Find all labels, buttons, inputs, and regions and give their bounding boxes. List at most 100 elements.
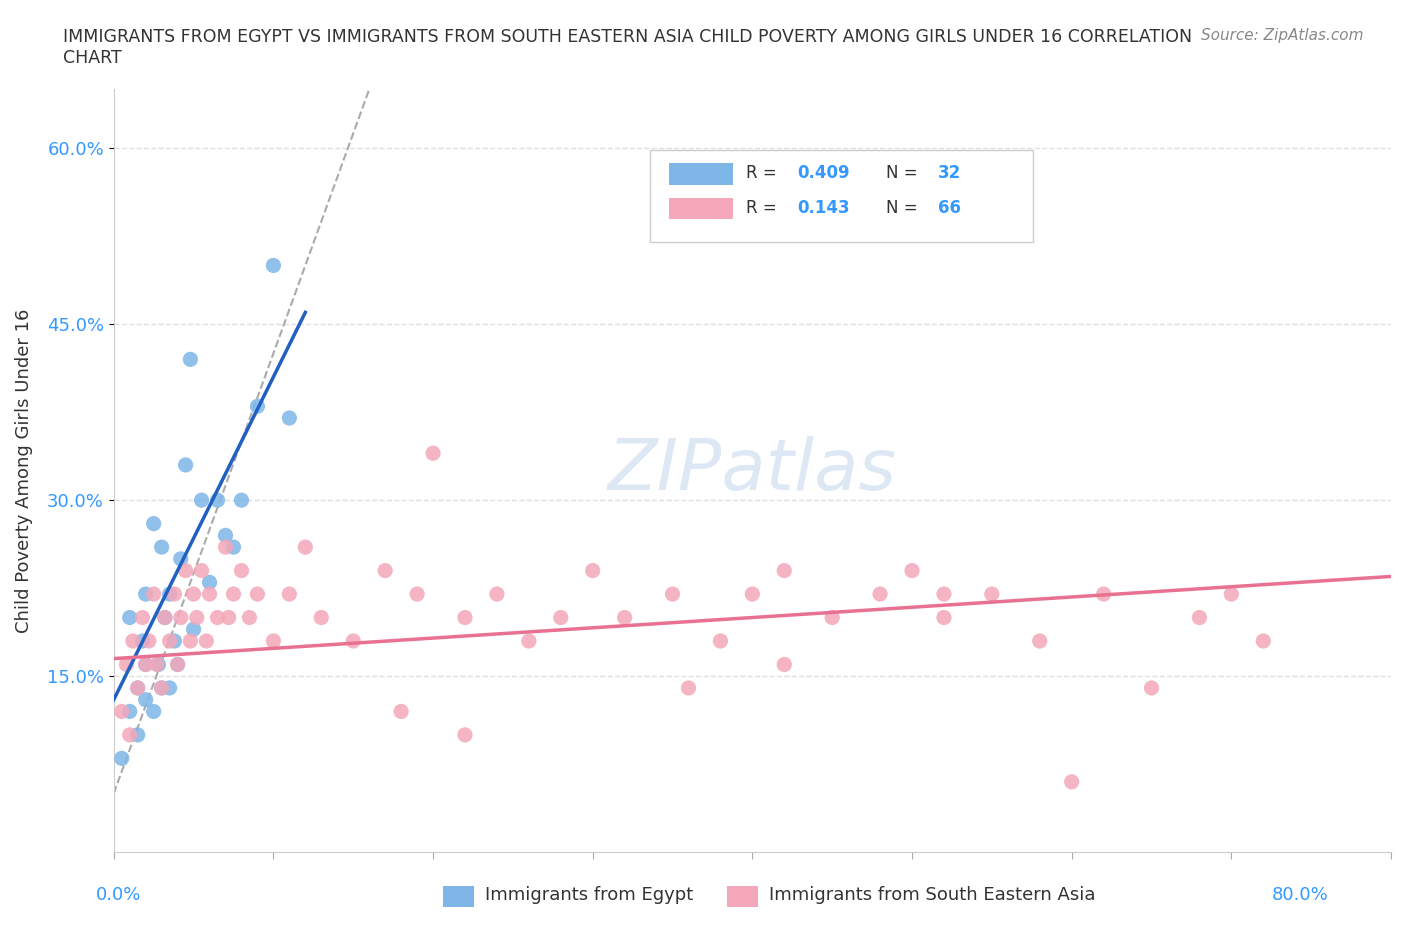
Point: [550, 610, 572, 625]
Text: 66: 66: [938, 199, 960, 218]
Point: [159, 633, 181, 648]
Point: [454, 727, 477, 742]
Bar: [669, 164, 733, 185]
Text: 0.0%: 0.0%: [96, 885, 141, 904]
Point: [238, 610, 260, 625]
Point: [214, 528, 236, 543]
Point: [122, 633, 145, 648]
Point: [1029, 633, 1052, 648]
Point: [142, 587, 165, 602]
Point: [159, 587, 181, 602]
Point: [166, 657, 188, 671]
Point: [1060, 775, 1083, 790]
Point: [186, 610, 208, 625]
Point: [773, 657, 796, 671]
Point: [406, 587, 429, 602]
Point: [118, 610, 141, 625]
Point: [127, 727, 149, 742]
Point: [1220, 587, 1243, 602]
Point: [613, 610, 636, 625]
Text: R =: R =: [747, 199, 776, 218]
Text: Source: ZipAtlas.com: Source: ZipAtlas.com: [1201, 28, 1364, 43]
Text: 80.0%: 80.0%: [1272, 885, 1329, 904]
Text: 0.143: 0.143: [797, 199, 849, 218]
Point: [183, 622, 205, 637]
Point: [111, 704, 134, 719]
Point: [131, 610, 153, 625]
Point: [246, 399, 269, 414]
Point: [170, 610, 193, 625]
Point: [278, 587, 301, 602]
Point: [709, 199, 731, 214]
Point: [190, 564, 212, 578]
Point: [135, 692, 157, 707]
Point: [127, 681, 149, 696]
Point: [517, 633, 540, 648]
Point: [262, 258, 284, 272]
Point: [1092, 587, 1115, 602]
Point: [179, 633, 201, 648]
Text: 32: 32: [938, 165, 960, 182]
Point: [207, 610, 229, 625]
Point: [127, 681, 149, 696]
Point: [231, 493, 253, 508]
Point: [183, 587, 205, 602]
Point: [773, 564, 796, 578]
Point: [179, 352, 201, 366]
Point: [932, 610, 955, 625]
Point: [150, 681, 173, 696]
Text: 0.409: 0.409: [797, 165, 849, 182]
Point: [135, 657, 157, 671]
Point: [709, 633, 731, 648]
Point: [582, 564, 605, 578]
Point: [150, 539, 173, 554]
Bar: [650, 151, 1033, 242]
Text: N =: N =: [886, 165, 918, 182]
Point: [1140, 681, 1163, 696]
Point: [174, 564, 197, 578]
Text: IMMIGRANTS FROM EGYPT VS IMMIGRANTS FROM SOUTH EASTERN ASIA CHILD POVERTY AMONG : IMMIGRANTS FROM EGYPT VS IMMIGRANTS FROM…: [63, 28, 1192, 67]
Point: [741, 587, 763, 602]
Point: [222, 587, 245, 602]
Point: [294, 539, 316, 554]
Text: Immigrants from South Eastern Asia: Immigrants from South Eastern Asia: [769, 885, 1095, 904]
Point: [115, 657, 138, 671]
Point: [138, 633, 160, 648]
Point: [214, 539, 236, 554]
Point: [153, 610, 176, 625]
Y-axis label: Child Poverty Among Girls Under 16: Child Poverty Among Girls Under 16: [15, 309, 32, 633]
Text: R =: R =: [747, 165, 776, 182]
Point: [150, 681, 173, 696]
Point: [190, 493, 212, 508]
Point: [163, 587, 186, 602]
Point: [389, 704, 412, 719]
Point: [222, 539, 245, 554]
Point: [195, 633, 218, 648]
Bar: [669, 198, 733, 219]
Point: [153, 610, 176, 625]
Point: [422, 445, 444, 460]
Point: [262, 633, 284, 648]
Point: [198, 587, 221, 602]
Point: [311, 610, 333, 625]
Point: [148, 657, 170, 671]
Point: [869, 587, 891, 602]
Point: [342, 633, 364, 648]
Point: [135, 587, 157, 602]
Point: [661, 587, 683, 602]
Point: [174, 458, 197, 472]
Point: [118, 704, 141, 719]
Point: [454, 610, 477, 625]
Point: [118, 727, 141, 742]
Point: [131, 633, 153, 648]
Point: [231, 564, 253, 578]
Point: [142, 704, 165, 719]
Point: [111, 751, 134, 765]
Point: [1251, 633, 1274, 648]
Point: [901, 564, 924, 578]
Point: [163, 633, 186, 648]
Point: [980, 587, 1002, 602]
Point: [374, 564, 396, 578]
Point: [207, 493, 229, 508]
Point: [198, 575, 221, 590]
